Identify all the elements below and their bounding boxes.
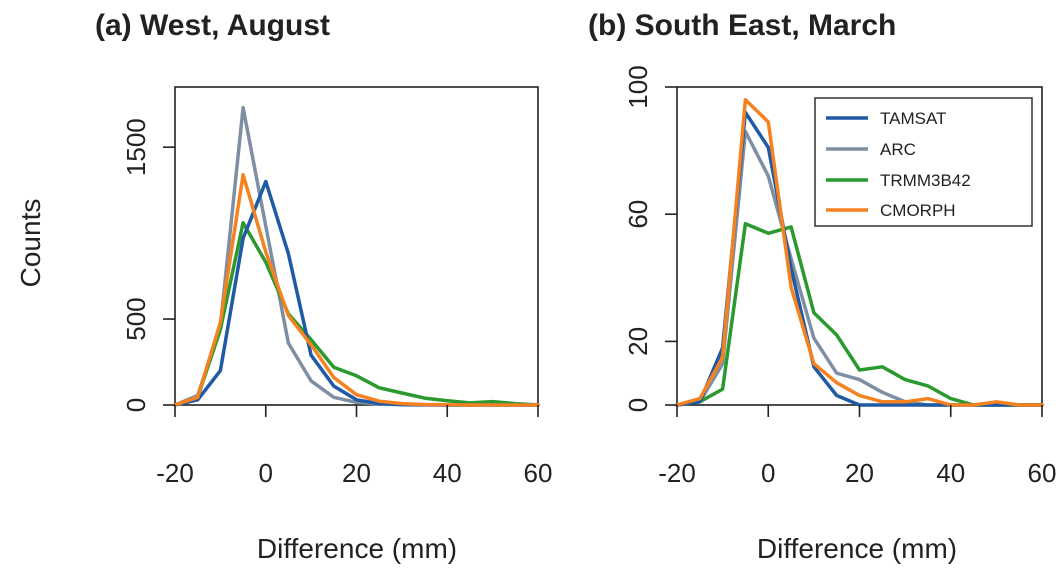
legend-label-trmm3b42: TRMM3B42 bbox=[880, 171, 971, 190]
panel-b-y-tick-label: 100 bbox=[623, 65, 653, 108]
panel-a-y-tick-label: 1500 bbox=[121, 118, 151, 176]
panel-a-y-ticks: 0 500 1500 bbox=[121, 118, 175, 412]
panel-a-series-trmm3b42-line bbox=[173, 221, 540, 407]
panel-a-x-tick-label: 60 bbox=[524, 458, 553, 488]
panel-b-series-cmorph-line bbox=[675, 97, 1044, 407]
panel-b-x-tick-label: 20 bbox=[845, 458, 874, 488]
legend-item-trmm3b42: TRMM3B42 bbox=[826, 171, 971, 190]
panel-b-x-tick-label: 40 bbox=[936, 458, 965, 488]
panel-a-y-tick-label: 500 bbox=[121, 297, 151, 340]
legend-item-tamsat: TAMSAT bbox=[826, 109, 946, 128]
panel-b-y-ticks: 0 20 60 100 bbox=[623, 65, 677, 412]
panel-b-x-tick-label: -20 bbox=[658, 458, 696, 488]
legend: TAMSAT ARC TRMM3B42 CMORPH bbox=[814, 97, 1033, 227]
panel-b-y-tick-label: 20 bbox=[623, 327, 653, 356]
legend-label-tamsat: TAMSAT bbox=[880, 109, 946, 128]
panel-a-y-tick-label: 0 bbox=[121, 398, 151, 412]
panel-a-x-axis-label: Difference (mm) bbox=[257, 533, 457, 564]
panel-b-x-axis-label: Difference (mm) bbox=[757, 533, 957, 564]
panel-west-august: (a) West, August -20 0 20 40 60 0 500 1500 Dif… bbox=[95, 9, 552, 564]
legend-item-arc: ARC bbox=[826, 140, 916, 159]
panel-a-x-ticks: -20 0 20 40 60 bbox=[156, 405, 552, 488]
panel-a-title: (a) West, August bbox=[95, 9, 330, 42]
y-axis-label: Counts bbox=[15, 199, 46, 288]
panel-south-east-march: (b) South East, March -20 0 20 40 60 0 20 60 10… bbox=[588, 9, 1056, 564]
panel-a-series-cmorph-line bbox=[173, 172, 540, 407]
legend-label-cmorph: CMORPH bbox=[880, 201, 956, 220]
legend-label-arc: ARC bbox=[880, 140, 916, 159]
panel-a-x-tick-label: 20 bbox=[342, 458, 371, 488]
panel-b-lines bbox=[675, 97, 1044, 407]
panel-b-x-tick-label: 0 bbox=[761, 458, 775, 488]
panel-b-title: (b) South East, March bbox=[588, 9, 896, 42]
legend-item-cmorph: CMORPH bbox=[826, 201, 956, 220]
panel-a-x-tick-label: -20 bbox=[156, 458, 194, 488]
panel-b-x-ticks: -20 0 20 40 60 bbox=[658, 405, 1056, 488]
panel-a-x-tick-label: 40 bbox=[433, 458, 462, 488]
panel-a-x-tick-label: 0 bbox=[259, 458, 273, 488]
panel-b-y-tick-label: 0 bbox=[623, 398, 653, 412]
panel-a-lines bbox=[173, 105, 540, 407]
panel-b-x-tick-label: 60 bbox=[1028, 458, 1057, 488]
panel-b-y-tick-label: 60 bbox=[623, 200, 653, 229]
